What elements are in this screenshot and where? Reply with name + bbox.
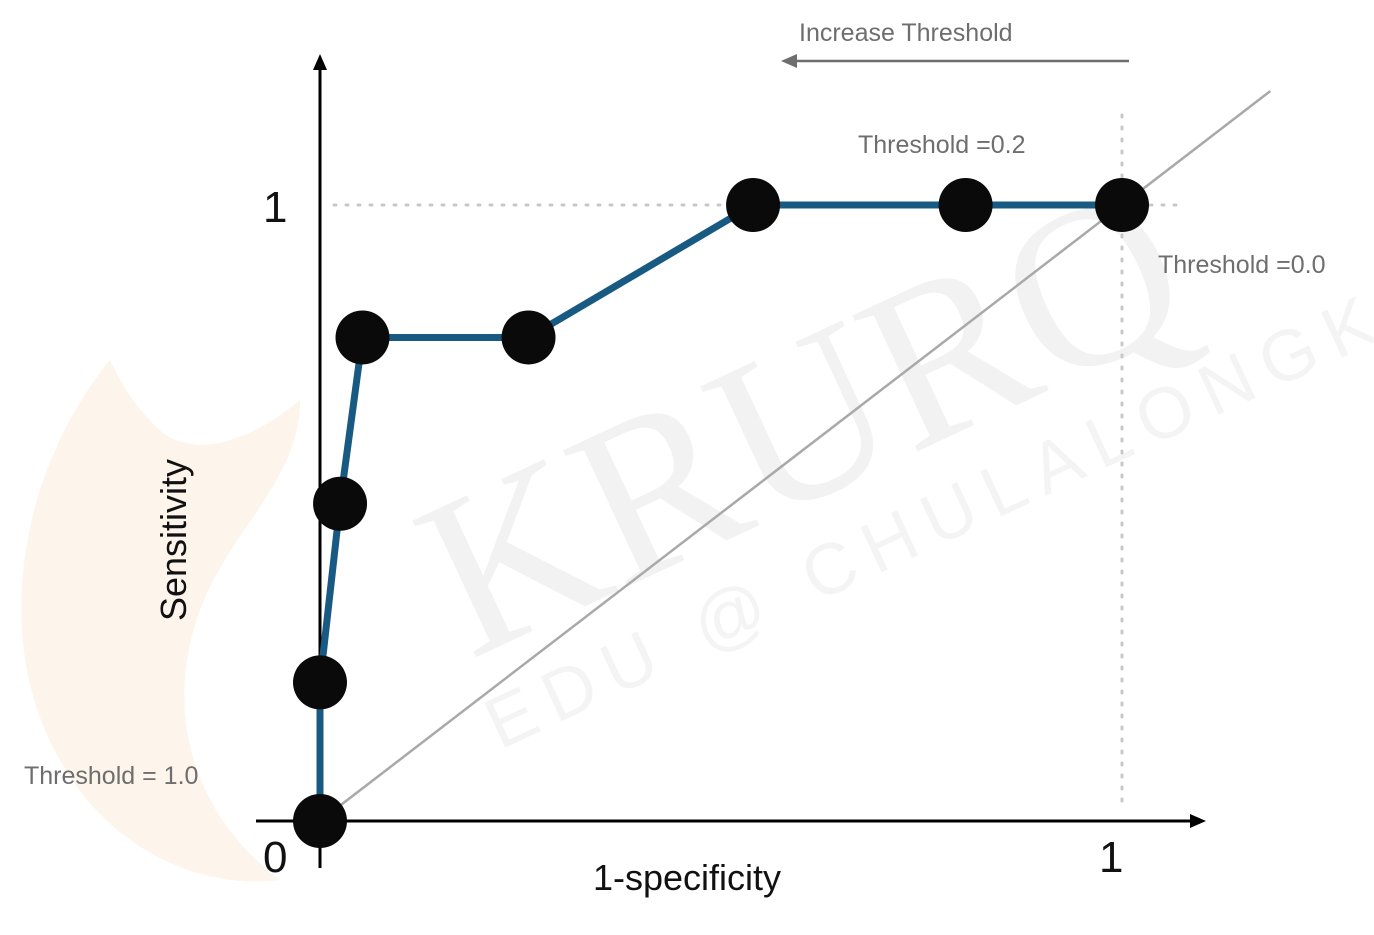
watermark: KRURQ EDU @ CHULALONGKORN — [21, 134, 1374, 882]
roc-point-4 — [501, 310, 556, 365]
x-tick-label-0: 0 — [263, 833, 287, 882]
y-tick-label-1: 1 — [263, 183, 287, 232]
y-axis-arrowhead — [313, 54, 327, 70]
annotation-increase-threshold: Increase Threshold — [799, 19, 1013, 47]
x-axis-arrowhead — [1190, 814, 1206, 828]
roc-point-7 — [1095, 178, 1149, 232]
x-axis-label: 1-specificity — [593, 857, 781, 898]
watermark-flame-logo — [21, 360, 301, 882]
increase-threshold-arrowhead — [781, 54, 797, 68]
roc-point-2 — [313, 476, 368, 531]
roc-points — [293, 178, 1149, 848]
roc-point-3 — [335, 310, 390, 365]
roc-point-5 — [726, 178, 781, 232]
annotation-threshold-0-0: Threshold =0.0 — [1158, 251, 1325, 279]
annotation-threshold-1: Threshold = 1.0 — [24, 762, 198, 790]
roc-point-1 — [293, 655, 347, 710]
roc-point-0 — [293, 794, 347, 848]
x-tick-label-1: 1 — [1099, 833, 1123, 882]
y-axis-label: Sensitivity — [153, 459, 194, 621]
roc-curve-line — [316, 201, 1122, 821]
roc-point-6 — [938, 178, 993, 232]
annotation-threshold-0-2: Threshold =0.2 — [858, 131, 1025, 159]
